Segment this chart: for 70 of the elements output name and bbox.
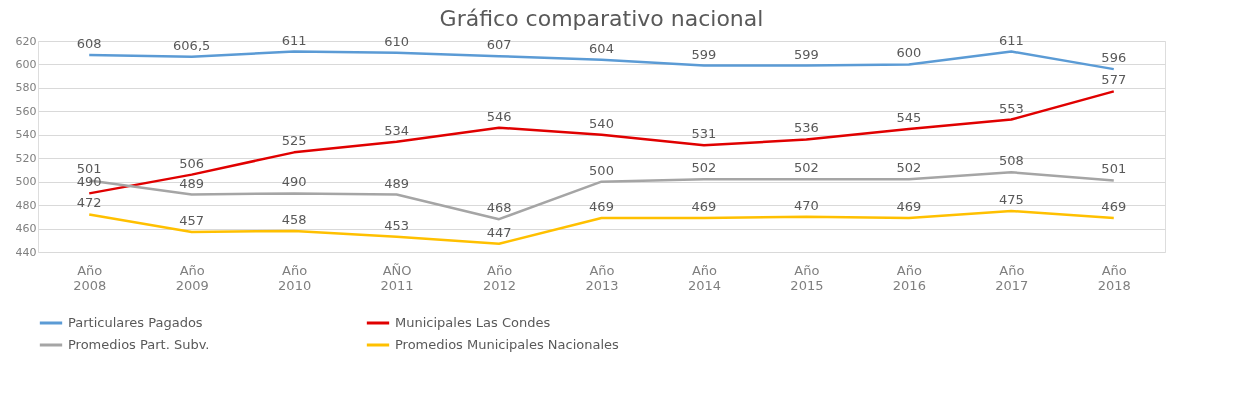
data-label: 536 bbox=[794, 120, 819, 136]
y-tick-label: 580 bbox=[15, 81, 37, 95]
data-label: 596 bbox=[1101, 50, 1127, 66]
data-label: 489 bbox=[179, 175, 205, 191]
data-label: 453 bbox=[384, 217, 409, 233]
x-tick-label: Año 2015 bbox=[790, 262, 824, 293]
y-tick-label: 560 bbox=[15, 104, 37, 118]
data-label: 604 bbox=[589, 40, 614, 56]
data-label: 599 bbox=[691, 46, 717, 62]
data-label: 501 bbox=[1101, 161, 1127, 177]
data-label: 534 bbox=[384, 122, 409, 138]
x-tick-label: Año 2016 bbox=[892, 262, 926, 293]
x-tick-label: AÑO 2011 bbox=[380, 262, 414, 293]
data-label: 501 bbox=[76, 161, 102, 177]
x-tick-label: Año 2009 bbox=[175, 262, 209, 293]
data-label: 468 bbox=[486, 200, 512, 216]
data-label: 553 bbox=[998, 100, 1024, 116]
data-label: 500 bbox=[589, 162, 614, 178]
data-label: 490 bbox=[281, 174, 307, 190]
data-label: 606,5 bbox=[173, 37, 211, 53]
x-tick-label: Año 2014 bbox=[687, 262, 721, 293]
y-tick-label: 620 bbox=[15, 34, 37, 48]
x-tick-label: Año 2018 bbox=[1097, 262, 1131, 293]
legend-label: Promedios Municipales Nacionales bbox=[395, 337, 620, 352]
legend-label: Municipales Las Condes bbox=[395, 315, 551, 330]
y-tick-label: 520 bbox=[15, 151, 37, 165]
data-label: 472 bbox=[76, 195, 102, 211]
data-label: 490 bbox=[76, 174, 102, 190]
data-label: 531 bbox=[691, 126, 717, 142]
data-label: 489 bbox=[384, 175, 409, 191]
data-label: 458 bbox=[281, 211, 307, 227]
data-label: 611 bbox=[281, 32, 307, 48]
y-tick-label: 440 bbox=[15, 245, 37, 259]
data-label: 502 bbox=[691, 160, 717, 176]
data-label: 546 bbox=[486, 108, 512, 124]
y-tick-label: 500 bbox=[15, 175, 37, 189]
y-tick-label: 460 bbox=[15, 222, 37, 236]
data-label: 607 bbox=[486, 37, 512, 53]
data-label: 525 bbox=[281, 133, 307, 149]
chart-title: Gráfico comparativo nacional bbox=[439, 5, 764, 31]
data-label: 469 bbox=[589, 199, 614, 215]
data-label: 457 bbox=[179, 213, 205, 229]
legend-label: Promedios Part. Subv. bbox=[68, 337, 210, 352]
y-tick-label: 540 bbox=[15, 128, 37, 142]
x-tick-label: Año 2013 bbox=[585, 262, 619, 293]
x-tick-label: Año 2010 bbox=[278, 262, 312, 293]
x-tick-label: Año 2008 bbox=[73, 262, 107, 293]
data-label: 545 bbox=[896, 109, 922, 125]
data-label: 599 bbox=[794, 46, 819, 62]
data-label: 506 bbox=[179, 155, 205, 171]
data-label: 577 bbox=[1101, 72, 1127, 88]
data-label: 502 bbox=[896, 160, 922, 176]
x-tick-label: Año 2017 bbox=[995, 262, 1029, 293]
data-label: 475 bbox=[998, 191, 1024, 207]
data-label: 447 bbox=[486, 224, 512, 240]
y-tick-label: 600 bbox=[15, 57, 37, 71]
data-label: 610 bbox=[384, 33, 409, 49]
data-label: 608 bbox=[76, 36, 102, 52]
data-label: 502 bbox=[794, 160, 819, 176]
data-label: 469 bbox=[896, 199, 922, 215]
data-label: 540 bbox=[589, 115, 614, 131]
data-label: 508 bbox=[998, 153, 1024, 169]
data-label: 469 bbox=[1101, 199, 1127, 215]
y-tick-label: 480 bbox=[15, 198, 37, 212]
data-label: 470 bbox=[794, 197, 819, 213]
data-label: 469 bbox=[691, 199, 717, 215]
legend-label: Particulares Pagados bbox=[68, 315, 203, 330]
data-label: 611 bbox=[998, 32, 1024, 48]
data-label: 600 bbox=[896, 45, 922, 61]
x-tick-label: Año 2012 bbox=[483, 262, 517, 293]
